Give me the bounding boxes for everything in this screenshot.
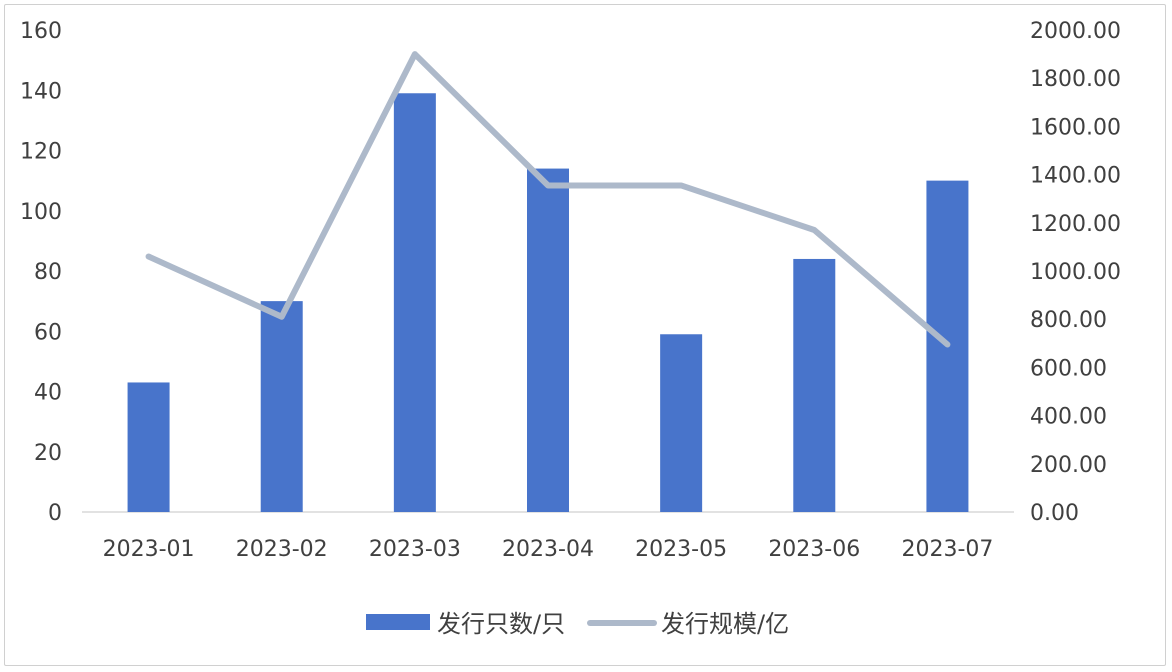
x-tick-label: 2023-03 [369,537,461,562]
x-tick-label: 2023-01 [103,537,195,562]
right-tick-label: 1800.00 [1030,67,1121,92]
line-series [145,51,951,348]
left-tick-label: 140 [20,79,62,104]
left-tick-label: 160 [20,19,62,44]
bar-2023-04 [527,168,569,512]
right-axis-ticks: 0.00 200.00 400.00 600.00 800.00 1000.00 1200.… [1030,19,1121,526]
legend-label-line: 发行规模/亿 [661,610,789,638]
left-tick-label: 120 [20,140,62,165]
right-tick-label: 800.00 [1030,308,1107,333]
right-tick-label: 600.00 [1030,356,1107,381]
right-tick-label: 1400.00 [1030,164,1121,189]
x-tick-label: 2023-05 [635,537,727,562]
x-tick-label: 2023-06 [768,537,860,562]
left-axis-ticks: 0 20 40 60 80 100 120 140 160 [20,19,62,526]
legend-swatch-bar [366,614,430,630]
right-tick-label: 400.00 [1030,405,1107,430]
bar-2023-01 [127,382,170,512]
right-tick-label: 200.00 [1030,453,1107,478]
left-tick-label: 0 [48,501,62,526]
x-tick-label: 2023-02 [236,537,328,562]
x-tick-label: 2023-04 [502,537,594,562]
left-tick-label: 60 [34,320,62,345]
bar-series [127,93,969,512]
right-tick-label: 1600.00 [1030,115,1121,140]
legend-label-bar: 发行只数/只 [437,610,565,638]
legend: 发行只数/只 发行规模/亿 [366,610,789,638]
bar-2023-02 [260,301,303,512]
bar-2023-03 [393,93,436,512]
x-tick-label: 2023-07 [901,537,993,562]
left-tick-label: 20 [34,441,62,466]
right-tick-label: 0.00 [1030,501,1079,526]
bar-2023-05 [660,334,703,512]
left-tick-label: 40 [34,381,62,406]
chart-frame [4,4,1166,666]
x-axis-ticks: 2023-01 2023-02 2023-03 2023-04 2023-05 2023-… [103,537,994,562]
bar-2023-06 [793,258,836,512]
left-tick-label: 100 [20,200,62,225]
left-tick-label: 80 [34,260,62,285]
right-tick-label: 1200.00 [1030,212,1121,237]
right-tick-label: 1000.00 [1030,260,1121,285]
right-tick-label: 2000.00 [1030,19,1121,44]
